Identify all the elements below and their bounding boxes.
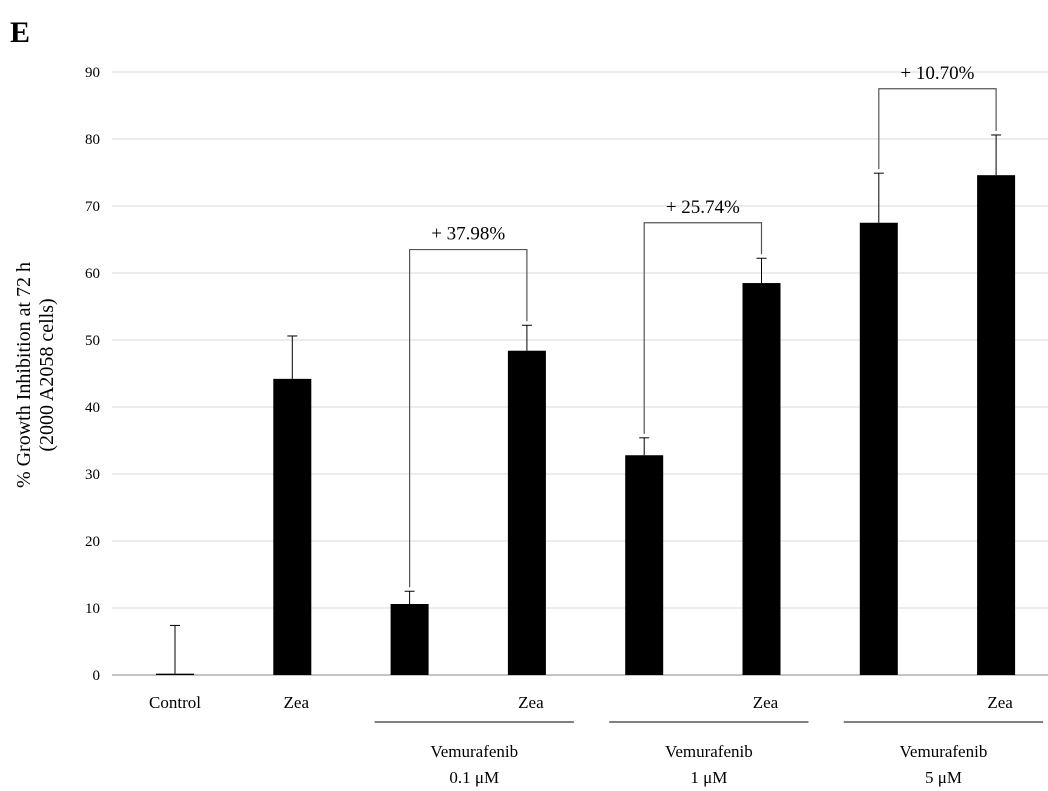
- comparison-label: + 10.70%: [900, 63, 974, 84]
- category-label: Control: [149, 693, 201, 712]
- y-tick-label: 40: [85, 400, 100, 416]
- category-label: Zea: [284, 693, 310, 712]
- comparison-bracket: [643, 222, 763, 434]
- bar: [156, 673, 194, 675]
- bar: [273, 378, 312, 675]
- comparison-label: + 37.98%: [431, 224, 505, 245]
- bars: [156, 175, 1016, 675]
- bar: [859, 222, 898, 675]
- y-tick-label: 30: [85, 467, 100, 483]
- y-tick-label: 20: [85, 534, 100, 550]
- bar: [507, 350, 546, 675]
- error-bars: [170, 134, 1002, 674]
- category-label: Zea: [518, 693, 544, 712]
- y-tick-label: 60: [85, 266, 100, 282]
- comparison-label: + 25.74%: [666, 197, 740, 218]
- bar: [625, 455, 664, 675]
- annotations: + 37.98% + 25.74% + 10.70%: [409, 63, 997, 588]
- y-axis-ticks: 0 10 20 30 40 50 60 70 80 90: [85, 65, 100, 684]
- x-axis-categories: Control Zea Zea Zea Zea: [149, 693, 1013, 712]
- panel-label: E: [10, 16, 30, 49]
- category-label: Zea: [987, 693, 1013, 712]
- bar: [977, 175, 1016, 675]
- x-axis-groups: Vemurafenib 0.1 μM Vemurafenib 1 μM Vemurafe…: [374, 721, 1044, 787]
- y-tick-label: 90: [85, 65, 100, 81]
- y-tick-label: 70: [85, 199, 100, 215]
- comparison-bracket: [409, 248, 528, 588]
- group-label: Vemurafenib: [430, 742, 518, 761]
- y-axis-label-line2: (2000 A2058 cells): [36, 298, 58, 451]
- category-label: Zea: [753, 693, 779, 712]
- y-axis-label: % Growth Inhibition at 72 h (2000 A2058 …: [13, 262, 58, 488]
- y-tick-label: 80: [85, 132, 100, 148]
- y-tick-label: 50: [85, 333, 100, 349]
- y-axis-label-line1: % Growth Inhibition at 72 h: [13, 262, 35, 488]
- group-label: Vemurafenib: [900, 742, 988, 761]
- comparison-bracket: [878, 88, 997, 170]
- bar: [742, 283, 781, 675]
- y-tick-label: 10: [85, 601, 100, 617]
- bar: [390, 603, 429, 675]
- gridlines: [112, 71, 1048, 676]
- group-concentration: 0.1 μM: [449, 768, 499, 787]
- group-label: Vemurafenib: [665, 742, 753, 761]
- group-concentration: 1 μM: [690, 768, 727, 787]
- group-concentration: 5 μM: [925, 768, 962, 787]
- y-tick-label: 0: [93, 668, 101, 684]
